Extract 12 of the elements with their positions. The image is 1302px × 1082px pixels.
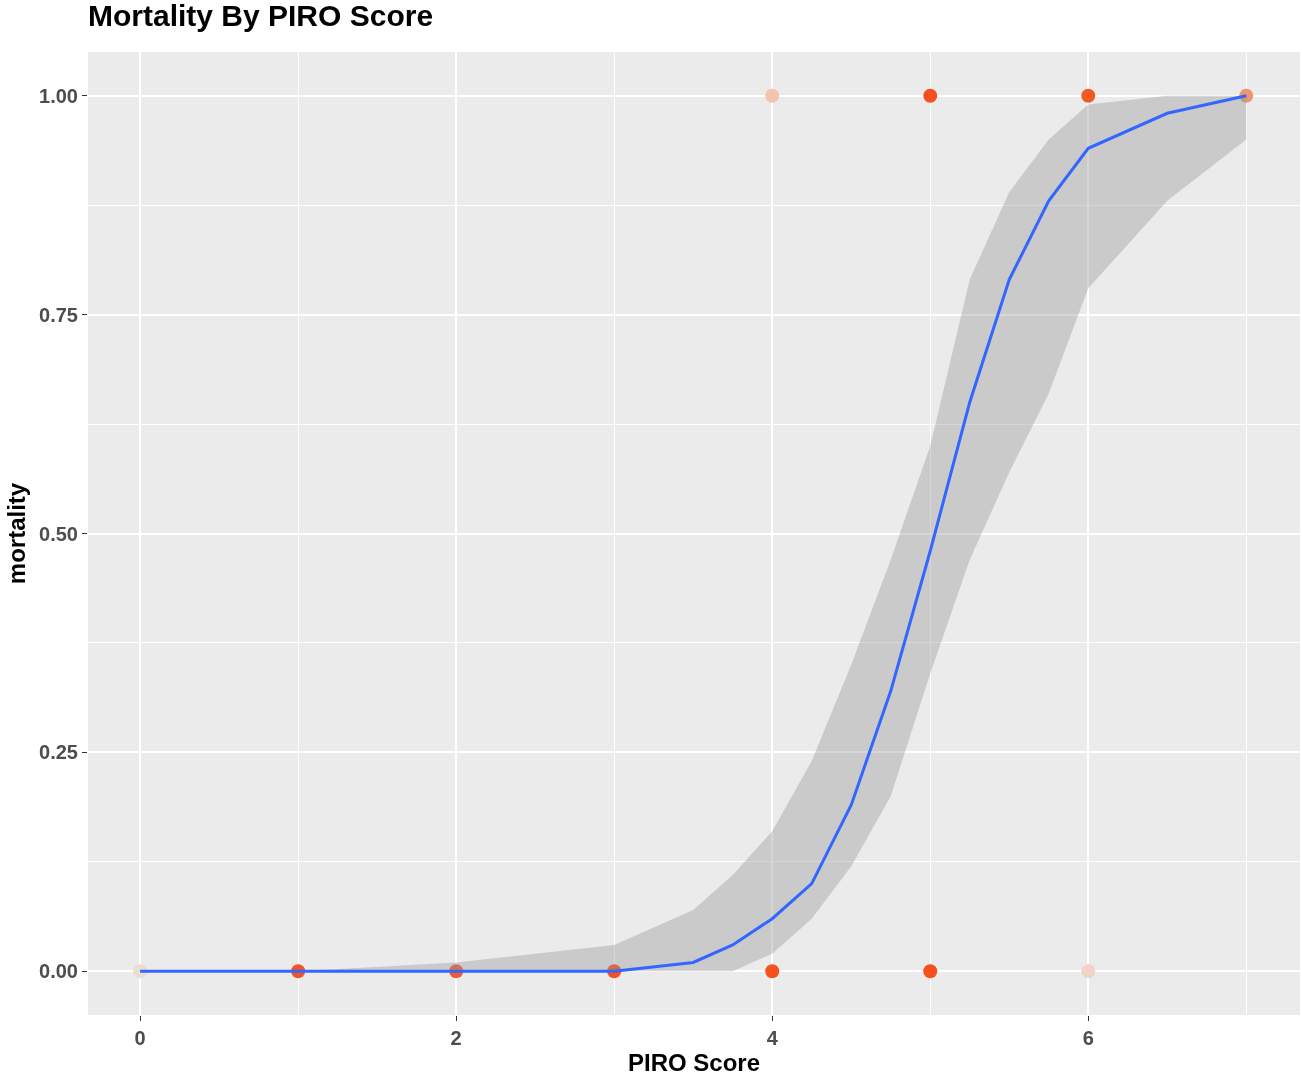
chart-title: Mortality By PIRO Score [88,0,434,33]
y-tick-label: 0.25 [39,741,78,764]
y-tick-label: 0.50 [39,522,78,545]
y-tick-label: 0.00 [39,960,78,983]
x-tick-label: 0 [134,1027,146,1049]
x-tick-label: 2 [450,1027,462,1049]
x-axis-title: PIRO Score [627,1049,761,1077]
x-tick-label: 4 [766,1027,779,1049]
y-axis-title: mortality [3,482,31,585]
x-tick-label: 6 [1082,1027,1094,1049]
y-tick-label: 1.00 [39,84,78,107]
y-tick-label: 0.75 [39,303,78,326]
